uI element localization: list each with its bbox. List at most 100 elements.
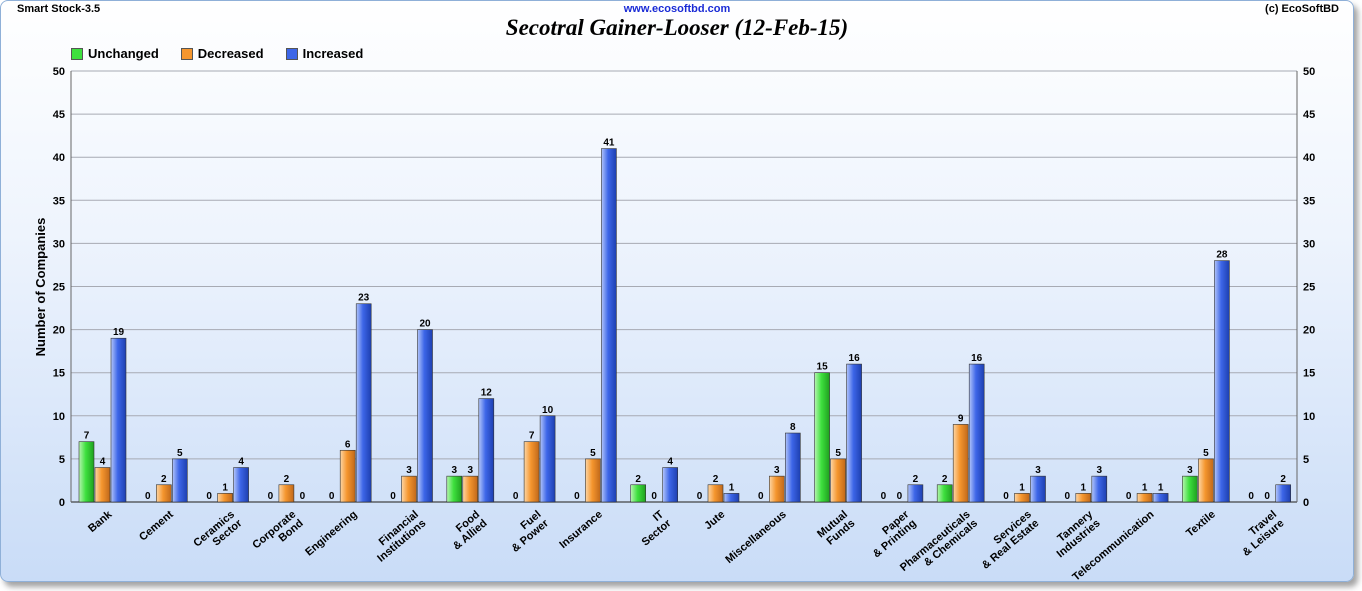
- x-category-label: Cement: [137, 508, 176, 543]
- bar-unchanged: [630, 484, 647, 503]
- bar-decreased: [278, 484, 295, 503]
- y-tick-label-left: 10: [53, 411, 65, 423]
- data-label-increased: 10: [542, 405, 554, 416]
- data-label-increased: 16: [971, 353, 983, 364]
- data-label-increased: 1: [1158, 482, 1164, 493]
- data-label-decreased: 2: [161, 474, 167, 485]
- y-tick-label-left: 45: [53, 109, 65, 121]
- x-category-label: Paper& Printing: [863, 508, 919, 560]
- bar-increased: [478, 398, 495, 503]
- bar-decreased: [952, 424, 969, 503]
- data-label-decreased: 5: [835, 448, 841, 459]
- data-label-increased: 16: [849, 353, 861, 364]
- data-label-decreased: 3: [774, 465, 780, 476]
- data-label-unchanged: 2: [635, 474, 641, 485]
- data-label-increased: 12: [481, 388, 493, 399]
- bar-increased: [355, 303, 372, 503]
- y-tick-label-left: 30: [53, 238, 65, 250]
- bar-increased: [1030, 475, 1046, 503]
- y-tick-label-right: 15: [1303, 368, 1315, 380]
- bar-increased: [1275, 484, 1291, 503]
- x-category-label-line: Engineering: [303, 508, 359, 558]
- bar-increased: [233, 467, 249, 503]
- bar-increased: [662, 467, 679, 503]
- data-label-decreased: 3: [468, 465, 474, 476]
- data-label-decreased: 5: [1203, 448, 1209, 459]
- legend-swatch-increased: [285, 47, 298, 60]
- x-category-label: Jute: [702, 508, 727, 532]
- legend-swatch-unchanged: [71, 47, 83, 60]
- bar-increased: [846, 363, 862, 503]
- x-category-label-line: Insurance: [557, 508, 605, 551]
- x-category-label: ITSector: [632, 508, 674, 549]
- y-tick-label-right: 10: [1303, 411, 1315, 423]
- data-label-increased: 3: [1035, 465, 1041, 476]
- y-tick-label-right: 30: [1303, 238, 1315, 250]
- data-label-decreased: 0: [897, 491, 903, 502]
- x-category-label-line: Jute: [702, 508, 727, 532]
- copyright-text: (c) EcoSoftBD: [1265, 3, 1339, 15]
- bar-decreased: [1075, 493, 1092, 503]
- data-label-unchanged: 0: [329, 491, 335, 502]
- data-label-unchanged: 15: [817, 362, 829, 373]
- data-label-decreased: 1: [1081, 482, 1087, 493]
- data-label-unchanged: 0: [1126, 491, 1132, 502]
- website-link[interactable]: www.ecosoftbd.com: [623, 3, 731, 15]
- bar-increased: [723, 493, 740, 503]
- data-label-increased: 5: [177, 448, 183, 459]
- data-label-decreased: 6: [345, 439, 351, 450]
- bar-decreased: [1014, 493, 1030, 503]
- y-tick-label-left: 50: [53, 66, 65, 78]
- data-label-unchanged: 0: [268, 491, 274, 502]
- data-label-decreased: 2: [713, 474, 719, 485]
- x-category-label: Miscellaneous: [723, 508, 788, 566]
- bar-decreased: [217, 493, 233, 503]
- y-tick-label-right: 50: [1303, 66, 1315, 78]
- data-label-decreased: 2: [284, 474, 290, 485]
- data-label-unchanged: 7: [84, 431, 90, 442]
- data-label-decreased: 7: [529, 431, 535, 442]
- data-label-unchanged: 0: [1065, 491, 1071, 502]
- x-category-label: Engineering: [303, 508, 359, 558]
- y-tick-label-left: 40: [53, 152, 65, 164]
- x-category-label-line: Cement: [137, 508, 176, 543]
- bar-increased: [601, 148, 617, 503]
- bar-unchanged: [936, 484, 953, 503]
- bar-decreased: [585, 458, 601, 503]
- y-tick-label-left: 5: [59, 454, 65, 466]
- data-label-increased: 19: [113, 327, 125, 338]
- x-category-label: CorporateBond: [250, 508, 305, 560]
- legend-item-decreased: Decreased: [180, 46, 264, 61]
- bar-unchanged: [1182, 475, 1198, 503]
- bar-unchanged: [78, 441, 95, 503]
- x-category-label: Travel& Leisure: [1233, 508, 1287, 558]
- x-category-label: FinancialInstitutions: [368, 508, 429, 564]
- data-label-increased: 23: [358, 293, 370, 304]
- y-tick-label-right: 45: [1303, 109, 1315, 121]
- bar-increased: [784, 432, 801, 503]
- data-label-increased: 0: [300, 491, 306, 502]
- bar-increased: [1152, 493, 1169, 503]
- data-label-decreased: 0: [651, 491, 657, 502]
- y-tick-label-left: 20: [53, 325, 65, 337]
- bar-decreased: [401, 475, 417, 503]
- y-tick-label-left: 15: [53, 368, 65, 380]
- data-label-decreased: 9: [958, 413, 964, 424]
- data-label-increased: 20: [419, 319, 431, 330]
- data-label-unchanged: 0: [1248, 491, 1254, 502]
- data-label-unchanged: 0: [881, 491, 887, 502]
- data-label-unchanged: 0: [758, 491, 764, 502]
- x-category-label-line: Miscellaneous: [723, 508, 788, 566]
- data-label-increased: 4: [238, 457, 244, 468]
- data-label-decreased: 1: [222, 482, 228, 493]
- y-tick-label-right: 40: [1303, 152, 1315, 164]
- data-label-unchanged: 0: [206, 491, 212, 502]
- data-label-unchanged: 0: [1003, 491, 1009, 502]
- y-tick-label-right: 20: [1303, 325, 1315, 337]
- y-tick-label-left: 0: [59, 497, 65, 509]
- bar-decreased: [156, 484, 172, 503]
- data-label-unchanged: 3: [452, 465, 458, 476]
- x-category-label: Insurance: [557, 508, 605, 551]
- x-category-label: MutualFunds: [815, 508, 857, 549]
- x-category-label: Services& Real Estate: [972, 508, 1041, 571]
